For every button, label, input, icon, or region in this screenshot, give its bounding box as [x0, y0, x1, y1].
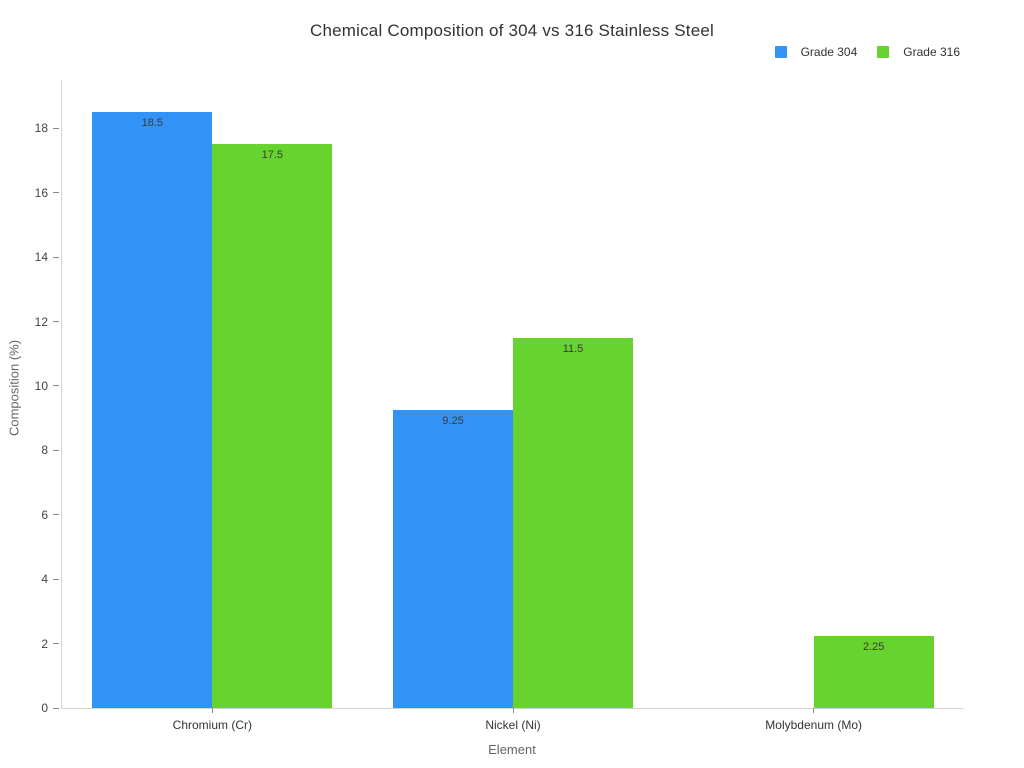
y-tick-label-6: 6	[41, 507, 48, 522]
x-tick-label-chromium-cr: Chromium (Cr)	[172, 718, 252, 732]
x-tick-mark-molybdenum-mo	[813, 708, 815, 713]
legend-swatch-grade-316	[877, 46, 890, 58]
y-tick-mark-16	[53, 192, 59, 194]
y-tick-label-14: 14	[34, 250, 48, 265]
y-tick-label-0: 0	[41, 701, 48, 715]
y-tick-mark-0	[53, 707, 59, 709]
y-tick-label-16: 16	[34, 185, 48, 200]
bar-grade-316-molybdenum-mo	[813, 635, 934, 708]
y-axis-title: Composition (%)	[6, 339, 22, 437]
bar-value-label-grade-304-nickel-ni: 9.25	[442, 415, 464, 428]
x-tick-label-nickel-ni: Nickel (Ni)	[485, 718, 541, 732]
y-tick-label-18: 18	[34, 121, 48, 136]
legend-label-grade-304: Grade 304	[800, 45, 858, 59]
bar-value-label-grade-316-nickel-ni: 11.5	[562, 342, 584, 355]
y-tick-label-4: 4	[41, 572, 48, 587]
y-tick-mark-8	[53, 449, 59, 451]
y-tick-mark-10	[53, 385, 59, 387]
x-axis-title: Element	[488, 742, 536, 757]
x-tick-mark-nickel-ni	[512, 708, 514, 713]
y-tick-label-12: 12	[34, 314, 48, 329]
y-tick-label-2: 2	[41, 636, 48, 651]
chart-title: Chemical Composition of 304 vs 316 Stain…	[309, 21, 715, 40]
y-tick-mark-6	[53, 514, 59, 516]
y-tick-mark-12	[53, 321, 59, 323]
legend: Grade 304 Grade 316	[774, 45, 960, 59]
x-tick-label-molybdenum-mo: Molybdenum (Mo)	[765, 718, 862, 732]
y-tick-mark-14	[53, 256, 59, 258]
y-tick-mark-18	[53, 127, 59, 129]
legend-label-grade-316: Grade 316	[903, 45, 960, 59]
plot-area: 0 2 4 6 8 10 12 14 16 18 Chromium (Cr) 18.5 17.5 Nick…	[35, 80, 964, 732]
bar-grade-304-nickel-ni	[393, 410, 513, 708]
legend-item-grade-316: Grade 316	[877, 45, 960, 59]
x-tick-mark-chromium-cr	[211, 708, 213, 713]
legend-item-grade-304: Grade 304	[774, 45, 858, 59]
bar-value-label-grade-304-chromium-cr: 18.5	[141, 117, 164, 130]
y-tick-label-10: 10	[34, 378, 48, 393]
y-tick-mark-4	[53, 578, 59, 580]
y-tick-label-8: 8	[41, 443, 48, 458]
bar-grade-316-chromium-cr	[212, 144, 333, 708]
bar-grade-316-nickel-ni	[513, 337, 633, 708]
legend-swatch-grade-304	[774, 46, 787, 58]
bar-value-label-grade-316-chromium-cr: 17.5	[261, 149, 284, 162]
y-tick-mark-2	[53, 643, 59, 645]
bar-grade-304-chromium-cr	[92, 112, 213, 708]
bar-value-label-grade-316-molybdenum-mo: 2.25	[862, 640, 885, 653]
